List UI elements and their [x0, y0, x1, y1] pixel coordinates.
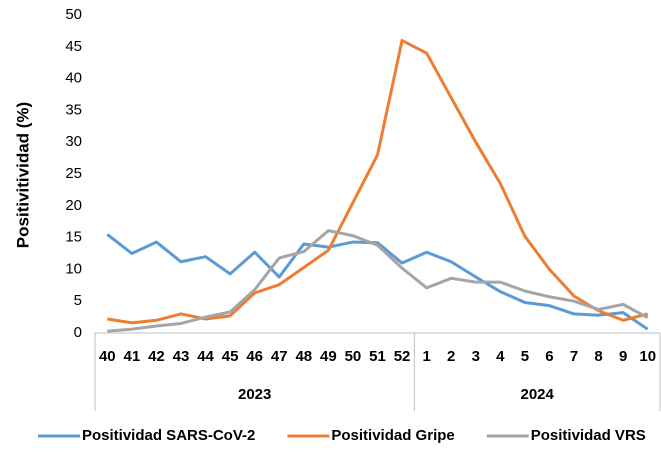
y-tick-label: 50 [65, 6, 82, 23]
y-tick-label: 30 [65, 133, 82, 150]
x-tick-label: 46 [246, 348, 263, 365]
x-tick-label: 2 [447, 348, 455, 365]
y-tick-label: 0 [74, 324, 82, 341]
x-tick-label: 10 [639, 348, 656, 365]
y-tick-label: 15 [65, 229, 82, 246]
y-tick-label: 5 [74, 292, 82, 309]
x-tick-label: 1 [422, 348, 430, 365]
x-tick-label: 8 [594, 348, 602, 365]
x-tick-label: 4 [496, 348, 505, 365]
legend-label: Positividad SARS-CoV-2 [82, 427, 255, 444]
x-tick-label: 45 [222, 348, 239, 365]
series-line [107, 38, 649, 325]
x-tick-label: 5 [521, 348, 529, 365]
x-tick-label: 51 [369, 348, 386, 365]
y-tick-label: 35 [65, 101, 82, 118]
x-tick-label: 44 [197, 348, 214, 365]
series-line [107, 229, 649, 333]
x-tick-label: 52 [394, 348, 411, 365]
x-tick-label: 43 [173, 348, 190, 365]
y-tick-label: 45 [65, 38, 82, 55]
x-tick-label: 50 [345, 348, 362, 365]
x-tick-label: 3 [472, 348, 480, 365]
y-tick-label: 10 [65, 260, 82, 277]
legend-label: Positividad VRS [531, 427, 646, 444]
group-label: 2023 [238, 386, 271, 403]
x-tick-label: 40 [99, 348, 116, 365]
series-line [106, 233, 649, 331]
x-tick-label: 49 [320, 348, 337, 365]
y-tick-label: 20 [65, 197, 82, 214]
x-tick-label: 48 [295, 348, 312, 365]
x-tick-label: 6 [545, 348, 553, 365]
x-tick-label: 7 [570, 348, 578, 365]
x-tick-label: 41 [124, 348, 141, 365]
x-tick-label: 42 [148, 348, 165, 365]
y-axis-title: Positivitividad (%) [13, 102, 32, 248]
group-label: 2024 [520, 386, 554, 403]
y-tick-label: 25 [65, 165, 82, 182]
x-tick-label: 47 [271, 348, 288, 365]
y-tick-label: 40 [65, 70, 82, 87]
legend-label: Positividad Gripe [331, 427, 454, 444]
x-tick-label: 9 [619, 348, 627, 365]
